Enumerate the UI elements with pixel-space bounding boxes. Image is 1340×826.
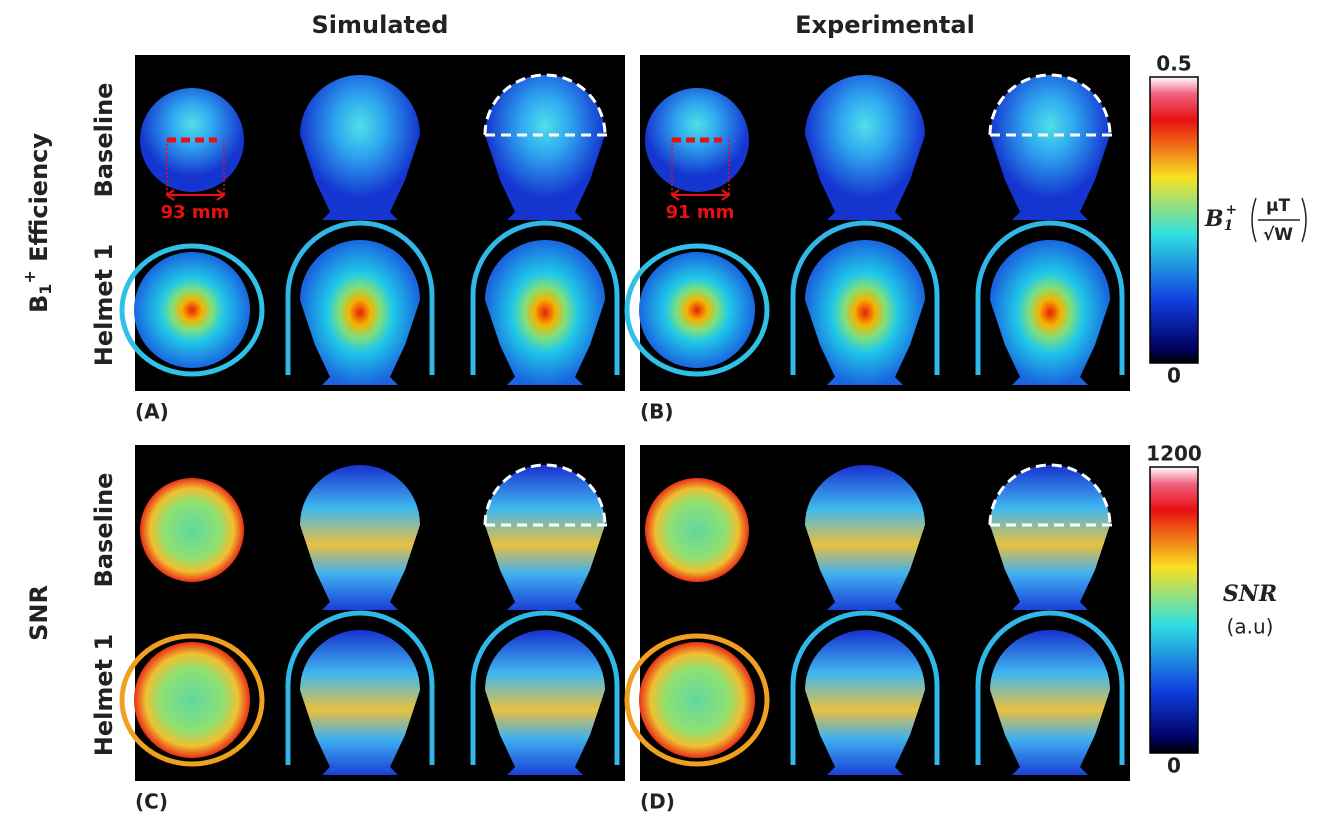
section-title: B1+ Efficiency [20, 133, 55, 313]
colorbar [1150, 77, 1198, 363]
page: {"columns": ["Simulated", "Experimental"… [0, 0, 1340, 826]
colorbar-min: 0 [1167, 754, 1181, 778]
row-label: Helmet 1 [90, 244, 118, 366]
measure-label: 91 mm [666, 202, 735, 223]
colorbar-unit: (a.u) [1227, 615, 1274, 639]
text-part: 1 [36, 284, 55, 295]
text-part: SNR [25, 585, 53, 641]
axial-slice [140, 88, 244, 192]
colorbar-max: 1200 [1146, 442, 1202, 466]
text-part: Efficiency [25, 133, 53, 271]
text-part: 1 [1224, 218, 1234, 234]
axial-slice [140, 478, 244, 582]
row-label: Baseline [90, 83, 118, 198]
colorbar [1150, 467, 1198, 753]
panel-label: (A) [135, 400, 169, 424]
text-part: + [1225, 202, 1237, 218]
axial-slice [645, 478, 749, 582]
text-part: B [25, 295, 53, 313]
row-label: Helmet 1 [90, 634, 118, 756]
panel-label: (C) [135, 790, 168, 814]
colorbar-title: SNR [1223, 581, 1277, 607]
column-header: Simulated [312, 11, 449, 39]
row-label: Baseline [90, 473, 118, 588]
section-title: SNR [25, 585, 53, 641]
figure: SimulatedExperimentalB1+ EfficiencyBasel… [0, 0, 1340, 822]
axial-slice [645, 88, 749, 192]
panel-label: (D) [640, 790, 675, 814]
axial-slice [134, 642, 250, 758]
panel-label: (B) [640, 400, 674, 424]
unit-numerator: μT [1266, 196, 1291, 216]
axial-slice [134, 252, 250, 368]
colorbar-max: 0.5 [1156, 52, 1191, 76]
text-part: B [1204, 206, 1224, 232]
axial-slice [639, 252, 755, 368]
measure-label: 93 mm [161, 202, 230, 223]
axial-slice [639, 642, 755, 758]
text-part: + [20, 270, 39, 283]
colorbar-min: 0 [1167, 364, 1181, 388]
column-header: Experimental [795, 11, 975, 39]
colorbar-title: B1+ [1204, 202, 1237, 234]
unit-denominator: √W [1263, 225, 1293, 245]
